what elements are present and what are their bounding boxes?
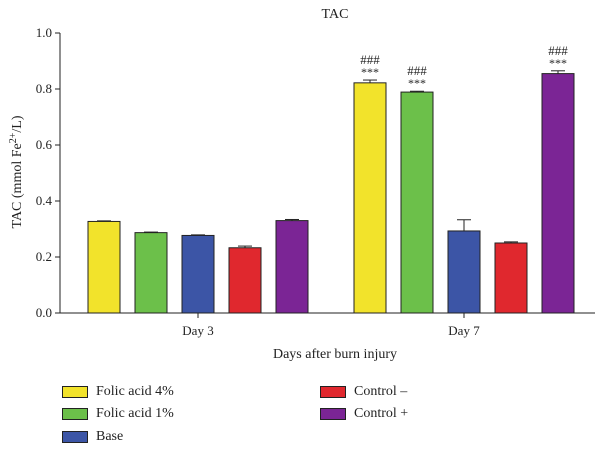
bar xyxy=(541,73,575,314)
bar xyxy=(353,82,387,314)
y-axis: 0.0 0.2 0.4 0.6 0.8 1.0 xyxy=(36,25,61,320)
y-tick-label: 0.0 xyxy=(36,305,52,320)
bar xyxy=(400,91,434,314)
significance-label: *** xyxy=(549,56,567,70)
significance-label-hash: ### xyxy=(407,63,427,78)
significance-label: *** xyxy=(408,76,426,90)
y-axis-label: TAC (mmol Fe2+/L) xyxy=(8,115,26,228)
bar xyxy=(494,242,528,314)
bar xyxy=(134,232,168,314)
bar xyxy=(181,234,215,314)
y-tick-label: 0.6 xyxy=(36,137,53,152)
bar xyxy=(228,247,262,314)
y-tick-label: 1.0 xyxy=(36,25,52,40)
x-tick-label: Day 7 xyxy=(448,323,480,338)
significance-label-hash: ### xyxy=(360,52,380,67)
chart-title: TAC xyxy=(322,7,349,22)
x-axis-label: Days after burn injury xyxy=(273,347,397,362)
y-tick-label: 0.8 xyxy=(36,81,52,96)
bars: ***###***###***### xyxy=(87,43,575,314)
x-tick-label: Day 3 xyxy=(182,323,213,338)
y-tick-label: 0.2 xyxy=(36,249,52,264)
significance-label-hash: ### xyxy=(548,43,568,58)
x-axis: Day 3 Day 7 xyxy=(60,312,595,338)
significance-label: *** xyxy=(361,65,379,79)
bar xyxy=(275,220,309,314)
y-tick-label: 0.4 xyxy=(36,193,53,208)
bar xyxy=(87,220,121,314)
bar xyxy=(447,230,481,314)
